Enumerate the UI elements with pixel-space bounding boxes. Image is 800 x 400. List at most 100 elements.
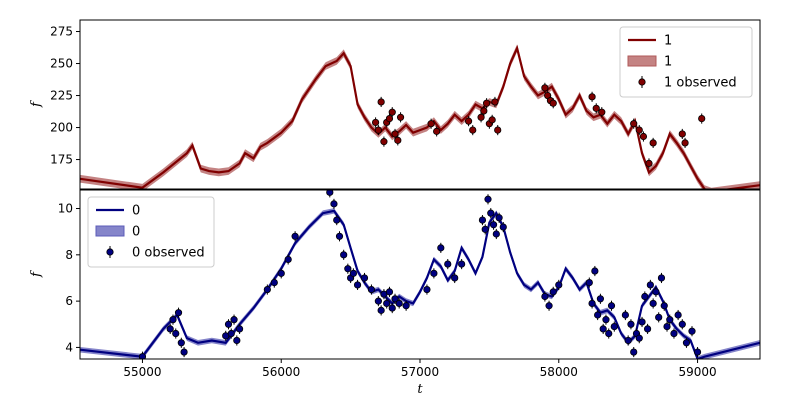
observed-point xyxy=(682,337,691,348)
observed-point xyxy=(693,346,702,358)
observed-point xyxy=(655,312,663,323)
observed-point xyxy=(607,300,616,311)
legend-point-swatch xyxy=(638,78,646,86)
observed-point xyxy=(549,98,557,109)
observed-point xyxy=(427,118,435,129)
observed-point xyxy=(678,128,686,140)
observed-point xyxy=(291,231,299,242)
legend-entry: 0 xyxy=(95,225,140,240)
observed-point xyxy=(169,314,177,325)
observed-point xyxy=(433,126,441,137)
x-tick-label: 56000 xyxy=(262,365,300,379)
y-tick-label: 200 xyxy=(50,121,73,135)
observed-point xyxy=(585,277,593,288)
bottom-panel: 4 6 8 10 55000 56000 57000 58000 59000 f t 0 0 0 obse… xyxy=(29,189,761,397)
observed-point xyxy=(674,309,682,321)
observed-point xyxy=(646,279,654,290)
observed-point xyxy=(367,284,376,295)
observed-point xyxy=(360,272,369,284)
observed-point xyxy=(541,291,549,302)
observed-point xyxy=(660,300,668,311)
observed-point xyxy=(284,254,292,265)
observed-point xyxy=(469,125,477,136)
observed-point xyxy=(227,328,235,339)
observed-point xyxy=(344,263,352,274)
observed-point xyxy=(641,291,649,302)
observed-point xyxy=(592,103,600,114)
legend-entry: 0 observed xyxy=(106,246,205,261)
observed-point xyxy=(377,96,385,108)
observed-point xyxy=(437,242,445,253)
legend-entry: 1 xyxy=(628,34,672,49)
observed-point xyxy=(277,268,285,279)
observed-point xyxy=(335,231,344,242)
observed-point xyxy=(478,215,487,226)
legend-band-swatch xyxy=(95,225,125,237)
observed-point xyxy=(588,298,596,309)
observed-point xyxy=(549,286,557,297)
observed-point xyxy=(488,114,496,125)
observed-point xyxy=(541,82,549,93)
observed-point xyxy=(483,98,491,109)
x-axis-label: t xyxy=(417,382,423,397)
observed-point xyxy=(588,91,596,102)
observed-point xyxy=(395,298,403,309)
observed-point xyxy=(451,272,459,284)
observed-point xyxy=(353,279,362,290)
observed-point xyxy=(458,259,466,270)
observed-point xyxy=(638,316,646,328)
observed-point xyxy=(681,137,689,148)
observed-point xyxy=(391,128,399,140)
observed-point xyxy=(388,107,396,118)
observed-point xyxy=(635,333,643,344)
y-tick-label: 6 xyxy=(65,294,73,308)
y-tick-label: 225 xyxy=(50,89,73,103)
y-axis-label: f xyxy=(29,100,44,108)
observed-point xyxy=(596,293,605,304)
observed-point xyxy=(630,346,638,358)
y-tick-label: 4 xyxy=(65,340,73,354)
observed-point xyxy=(645,158,653,169)
observed-point xyxy=(499,221,507,233)
legend-box xyxy=(619,26,753,98)
legend: 1 1 1 observed xyxy=(619,26,753,98)
observed-point xyxy=(594,309,602,321)
observed-point xyxy=(624,335,632,346)
observed-point xyxy=(643,323,652,334)
legend-band-swatch xyxy=(627,55,657,67)
observed-point xyxy=(391,293,399,304)
legend-label: 0 observed xyxy=(132,246,205,261)
legend-label: 0 xyxy=(132,225,140,240)
observed-point xyxy=(394,135,402,146)
legend-label: 1 observed xyxy=(664,76,737,91)
observed-point xyxy=(172,328,180,339)
observed-point xyxy=(670,328,678,339)
observed-point xyxy=(491,96,499,108)
observed-point xyxy=(444,259,452,270)
observed-point xyxy=(598,107,606,118)
observed-point xyxy=(649,137,657,148)
y-tick-label: 175 xyxy=(50,153,73,167)
observed-point xyxy=(666,314,674,325)
observed-point xyxy=(230,314,238,325)
observed-point xyxy=(180,346,188,358)
observed-point xyxy=(494,125,502,136)
observed-point xyxy=(635,125,643,136)
observed-point xyxy=(657,272,666,284)
y-tick-label: 275 xyxy=(50,25,73,39)
y-axis-label: f xyxy=(29,270,44,278)
observed-point xyxy=(174,307,183,318)
observed-point xyxy=(610,321,618,332)
observed-point xyxy=(464,116,473,127)
x-tick-label: 55000 xyxy=(123,365,161,379)
observed-point xyxy=(698,113,706,124)
observed-point xyxy=(374,125,382,136)
legend-entry: 1 xyxy=(627,55,672,70)
observed-point xyxy=(177,337,185,348)
legend: 0 0 0 observed xyxy=(87,196,215,268)
observed-point xyxy=(340,249,348,260)
y-tick-label: 250 xyxy=(50,57,73,71)
observed-point xyxy=(333,215,341,226)
observed-point xyxy=(492,228,500,240)
